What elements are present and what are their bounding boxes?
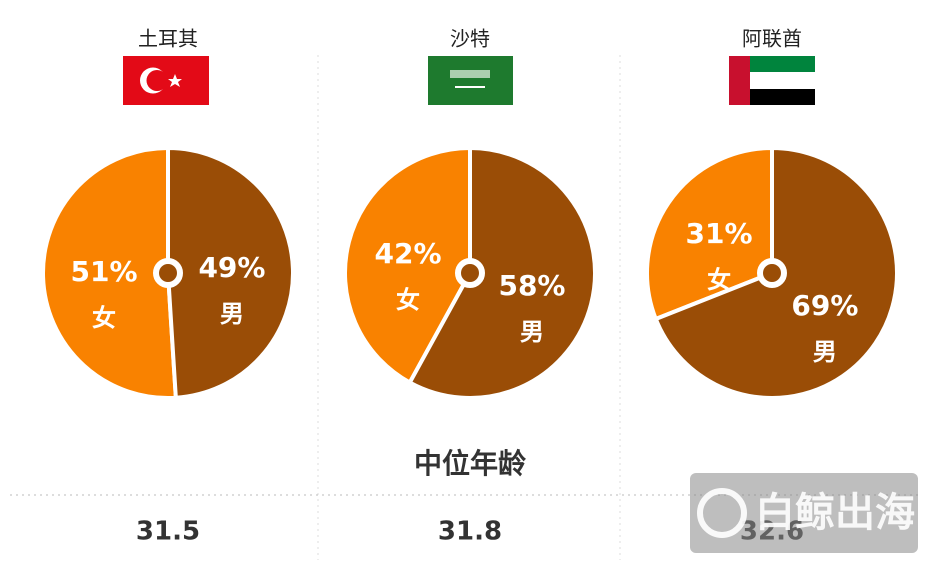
pie-title: 土耳其 bbox=[138, 27, 198, 51]
watermark: 白鲸出海 bbox=[690, 473, 918, 553]
flag-uae bbox=[729, 56, 815, 105]
pie-center bbox=[757, 258, 787, 288]
watermark-text: 白鲸出海 bbox=[755, 490, 915, 536]
pie-center bbox=[153, 258, 183, 288]
category-label: 男 bbox=[220, 300, 244, 328]
category-label: 女 bbox=[707, 266, 731, 294]
median-age: 31.5 bbox=[136, 517, 200, 547]
category-label: 男 bbox=[813, 338, 837, 366]
value-label: 42% bbox=[374, 237, 441, 270]
pie-title: 阿联酋 bbox=[742, 27, 802, 51]
category-label: 女 bbox=[396, 286, 420, 314]
median-age: 31.8 bbox=[438, 517, 502, 547]
pie-slice bbox=[645, 145, 774, 322]
value-label: 69% bbox=[791, 289, 858, 322]
pie-title: 沙特 bbox=[450, 27, 490, 51]
pie-slice bbox=[40, 145, 178, 400]
flag-turkey bbox=[123, 56, 209, 105]
value-label: 58% bbox=[498, 269, 565, 302]
median-title: 中位年龄 bbox=[414, 447, 527, 480]
value-label: 31% bbox=[686, 217, 753, 250]
flag-saudi bbox=[428, 56, 513, 105]
value-label: 49% bbox=[198, 251, 265, 284]
category-label: 女 bbox=[92, 304, 116, 332]
value-label: 51% bbox=[71, 255, 138, 288]
category-label: 男 bbox=[520, 318, 544, 346]
pie-center bbox=[455, 258, 485, 288]
pie-slice bbox=[166, 145, 295, 400]
pie-slice bbox=[407, 145, 597, 400]
pie-slice bbox=[343, 145, 472, 386]
